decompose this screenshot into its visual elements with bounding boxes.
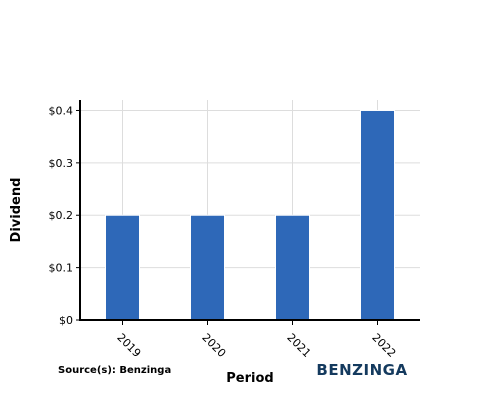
- bars: [105, 109, 395, 321]
- x-tick-label: 2019: [114, 331, 143, 360]
- source-label: Source(s): Benzinga: [58, 365, 171, 376]
- y-tick-label: $0.3: [49, 157, 74, 170]
- y-tick-label: $0.4: [49, 104, 74, 117]
- bar-2022: [360, 109, 395, 321]
- bar-2021: [275, 214, 310, 321]
- y-tick-labels: $0 $0.1 $0.2 $0.3 $0.4: [49, 104, 74, 327]
- y-tick-label: $0.2: [49, 209, 74, 222]
- bar-2019: [105, 214, 140, 321]
- axes: [76, 100, 420, 325]
- x-tick-label: 2022: [369, 331, 398, 360]
- x-axis-title: Period: [226, 371, 273, 386]
- brand-logo: BENZINGA: [316, 361, 407, 379]
- y-axis-title: Dividend: [9, 178, 24, 243]
- y-tick-label: $0: [59, 314, 73, 327]
- x-tick-label: 2020: [199, 331, 228, 360]
- y-tick-label: $0.1: [49, 262, 74, 275]
- bar-2020: [190, 214, 225, 321]
- x-tick-labels: 2019 2020 2021 2022: [114, 331, 398, 360]
- x-tick-label: 2021: [284, 331, 313, 360]
